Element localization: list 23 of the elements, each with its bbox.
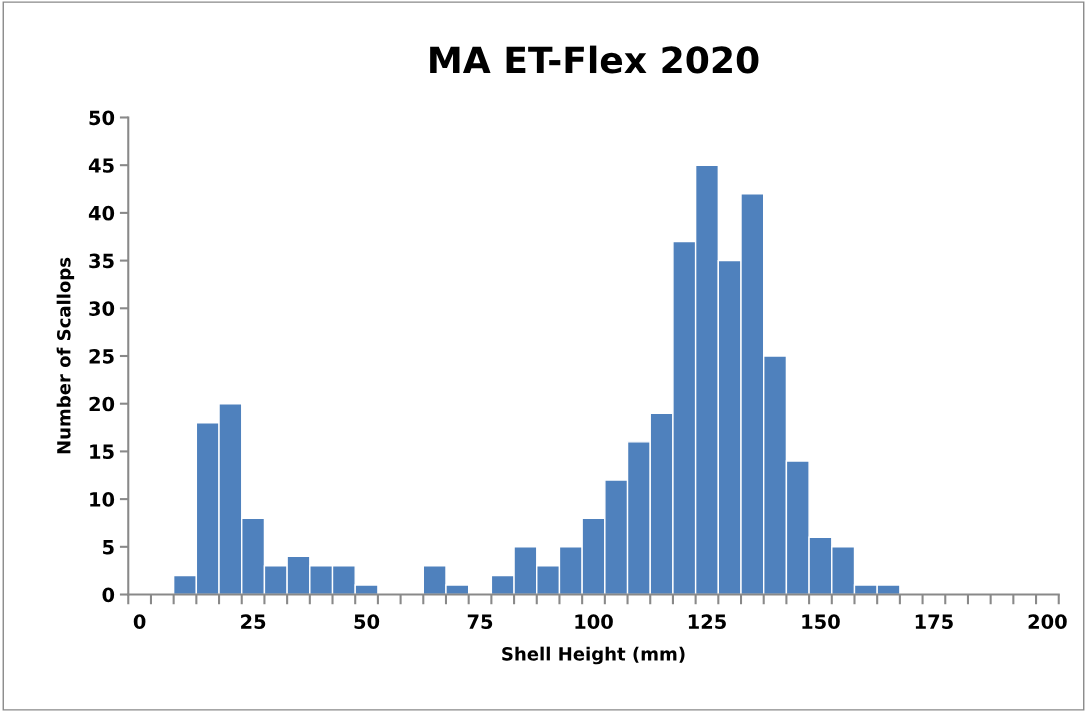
x-tick-label: 175 (915, 614, 953, 630)
x-tick-label: 200 (1028, 614, 1067, 630)
y-tick-label: 0 (102, 587, 115, 603)
y-tick-label: 50 (89, 110, 115, 126)
x-tick-label: 75 (467, 614, 493, 630)
y-tick-label: 40 (88, 205, 115, 221)
y-tick-label: 20 (89, 396, 115, 412)
y-tick-label: 10 (90, 492, 115, 507)
y-tick-label: 45 (88, 158, 114, 173)
x-tick-label: 0 (133, 614, 146, 630)
y-tick-label: 5 (103, 540, 114, 555)
y-tick-label: 25 (89, 348, 114, 364)
x-axis-title: Shell Height (mm) (502, 646, 685, 665)
x-tick-label: 150 (802, 614, 840, 630)
x-tick-label: 100 (575, 614, 613, 630)
y-tick-label: 35 (89, 253, 114, 269)
y-axis-title: Number of Scallops (56, 257, 75, 454)
y-tick-label: 30 (89, 301, 115, 316)
y-tick-label: 15 (90, 444, 114, 460)
x-tick-label: 50 (354, 614, 380, 630)
x-tick-label: 25 (241, 614, 266, 630)
chart-title: MA ET-Flex 2020 (430, 45, 759, 74)
x-tick-label: 125 (688, 614, 726, 630)
